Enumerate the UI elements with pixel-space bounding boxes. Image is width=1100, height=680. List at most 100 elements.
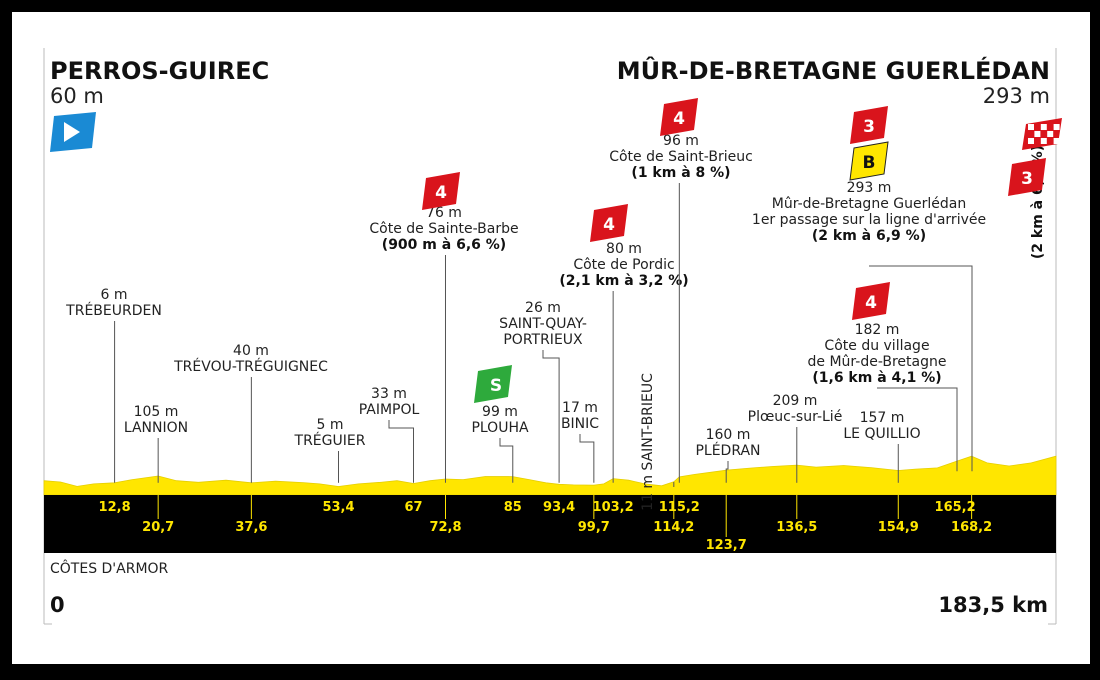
- leader-line: [499, 438, 514, 483]
- place-label-line: 76 m: [426, 205, 462, 221]
- place-label-line: TRÉBEURDEN: [65, 302, 162, 319]
- climb-category-icon: 4: [422, 172, 460, 210]
- km-marker-label: 99,7: [578, 520, 610, 535]
- climb-category-icon: 4: [852, 282, 890, 320]
- place-label-line: 157 m: [860, 410, 905, 426]
- place-label-line: (1,6 km à 4,1 %): [812, 370, 941, 386]
- finish-altitude: 293 m: [983, 84, 1050, 108]
- leader-line: [725, 461, 729, 483]
- place-label-line: (900 m à 6,6 %): [382, 237, 506, 253]
- place-label-line: (1 km à 8 %): [631, 165, 730, 181]
- sprint-badge-shape: [474, 365, 512, 403]
- finish-flag-square: [1040, 138, 1047, 144]
- place-label-line: 160 m: [706, 427, 751, 443]
- altitude-profile-area: [43, 455, 1057, 496]
- finish-flag-square: [1028, 124, 1034, 130]
- start-km-label: 0: [50, 593, 65, 617]
- start-altitude: 60 m: [50, 84, 104, 108]
- leader-line: [869, 265, 973, 472]
- place-label-line: SAINT-QUAY-: [499, 316, 587, 332]
- place-label-line: Côte de Pordic: [573, 257, 674, 273]
- place-label-line: de Mûr-de-Bretagne: [808, 354, 947, 370]
- km-marker-label: 123,7: [706, 538, 747, 553]
- place-label-line: 1er passage sur la ligne d'arrivée: [752, 212, 986, 228]
- finish-town-title: MÛR-DE-BRETAGNE GUERLÉDAN: [617, 55, 1050, 85]
- place-label-line: TRÉGUIER: [294, 432, 366, 449]
- climb-badge-shape: [590, 204, 628, 242]
- place-label-line: LE QUILLIO: [843, 426, 920, 442]
- km-marker-label: 85: [504, 500, 522, 515]
- place-label-line: PLOUHA: [471, 420, 529, 436]
- place-label-line: 105 m: [134, 404, 179, 420]
- leader-line: [542, 350, 560, 483]
- sprint-icon: S: [474, 365, 512, 403]
- climb-category-text: 3: [1021, 169, 1033, 189]
- climb-badge-shape: [660, 98, 698, 136]
- km-marker-label: 154,9: [878, 520, 919, 535]
- climb-category-text: 4: [673, 109, 685, 129]
- place-label-line: PORTRIEUX: [503, 332, 583, 348]
- stage-profile-panel: PERROS-GUIREC 60 m MÛR-DE-BRETAGNE GUERL…: [12, 12, 1090, 664]
- place-label-line: Plœuc-sur-Lié: [748, 409, 843, 425]
- place-label-line: PLÉDRAN: [695, 442, 760, 459]
- place-label-line: 6 m: [101, 287, 128, 303]
- leader-line: [579, 434, 595, 483]
- place-label-line: 96 m: [663, 133, 699, 149]
- place-annotation: 157 mLE QUILLIO: [843, 410, 921, 483]
- leader-line: [877, 387, 958, 472]
- bonus-point-icon: B: [849, 141, 889, 181]
- stage-profile-chart: PERROS-GUIREC 60 m MÛR-DE-BRETAGNE GUERL…: [43, 48, 1062, 625]
- km-marker-label: 20,7: [142, 520, 174, 535]
- place-label-line: (2 km à 6,9 %): [812, 228, 926, 244]
- climb-badge-shape: [852, 282, 890, 320]
- km-marker-label: 12,8: [99, 500, 131, 515]
- climb-badge-shape: [850, 106, 888, 144]
- start-flag-icon: [50, 112, 96, 152]
- km-marker-label: 114,2: [653, 520, 694, 535]
- bonus-badge-text: B: [863, 153, 876, 173]
- place-label-line: 293 m: [847, 180, 892, 196]
- place-label-line: 80 m: [606, 241, 642, 257]
- climb-category-text: 4: [865, 293, 877, 313]
- place-label-line: 5 m: [317, 417, 344, 433]
- checkered-flag-icon: [1022, 118, 1062, 150]
- sprint-badge-text: S: [490, 376, 502, 396]
- km-marker-label: 168,2: [951, 520, 992, 535]
- place-label-line: 182 m: [855, 322, 900, 338]
- place-label-line: 40 m: [233, 343, 269, 359]
- km-marker-label: 136,5: [776, 520, 817, 535]
- climb-category-icon: 3: [1008, 158, 1046, 196]
- place-label-line: 33 m: [371, 386, 407, 402]
- department-label: CÔTES D'ARMOR: [50, 559, 169, 577]
- climb-category-text: 4: [603, 215, 615, 235]
- finish-flag-square: [1053, 138, 1060, 144]
- finish-flag-square: [1028, 138, 1034, 144]
- place-label-line: BINIC: [561, 416, 599, 432]
- climb-badge-shape: [422, 172, 460, 210]
- place-label-line: 26 m: [525, 300, 561, 316]
- finish-flag-square: [1034, 131, 1041, 137]
- place-annotation: (2 km à 6,9 %)3: [1008, 118, 1062, 259]
- climb-category-text: 3: [863, 117, 875, 137]
- place-label-line: Côte du village: [824, 338, 929, 354]
- km-marker-label: 115,2: [659, 500, 700, 515]
- total-distance-label: 183,5 km: [938, 593, 1048, 617]
- climb-category-icon: 4: [660, 98, 698, 136]
- km-marker-label: 93,4: [543, 500, 575, 515]
- place-label-line: 209 m: [773, 393, 818, 409]
- finish-flag-square: [1053, 124, 1060, 130]
- finish-flag-square: [1047, 131, 1054, 137]
- km-marker-label: 72,8: [429, 520, 461, 535]
- kilometre-band: [44, 495, 1056, 553]
- km-marker-label: 37,6: [235, 520, 267, 535]
- km-marker-label: 67: [404, 500, 422, 515]
- climb-category-icon: 4: [590, 204, 628, 242]
